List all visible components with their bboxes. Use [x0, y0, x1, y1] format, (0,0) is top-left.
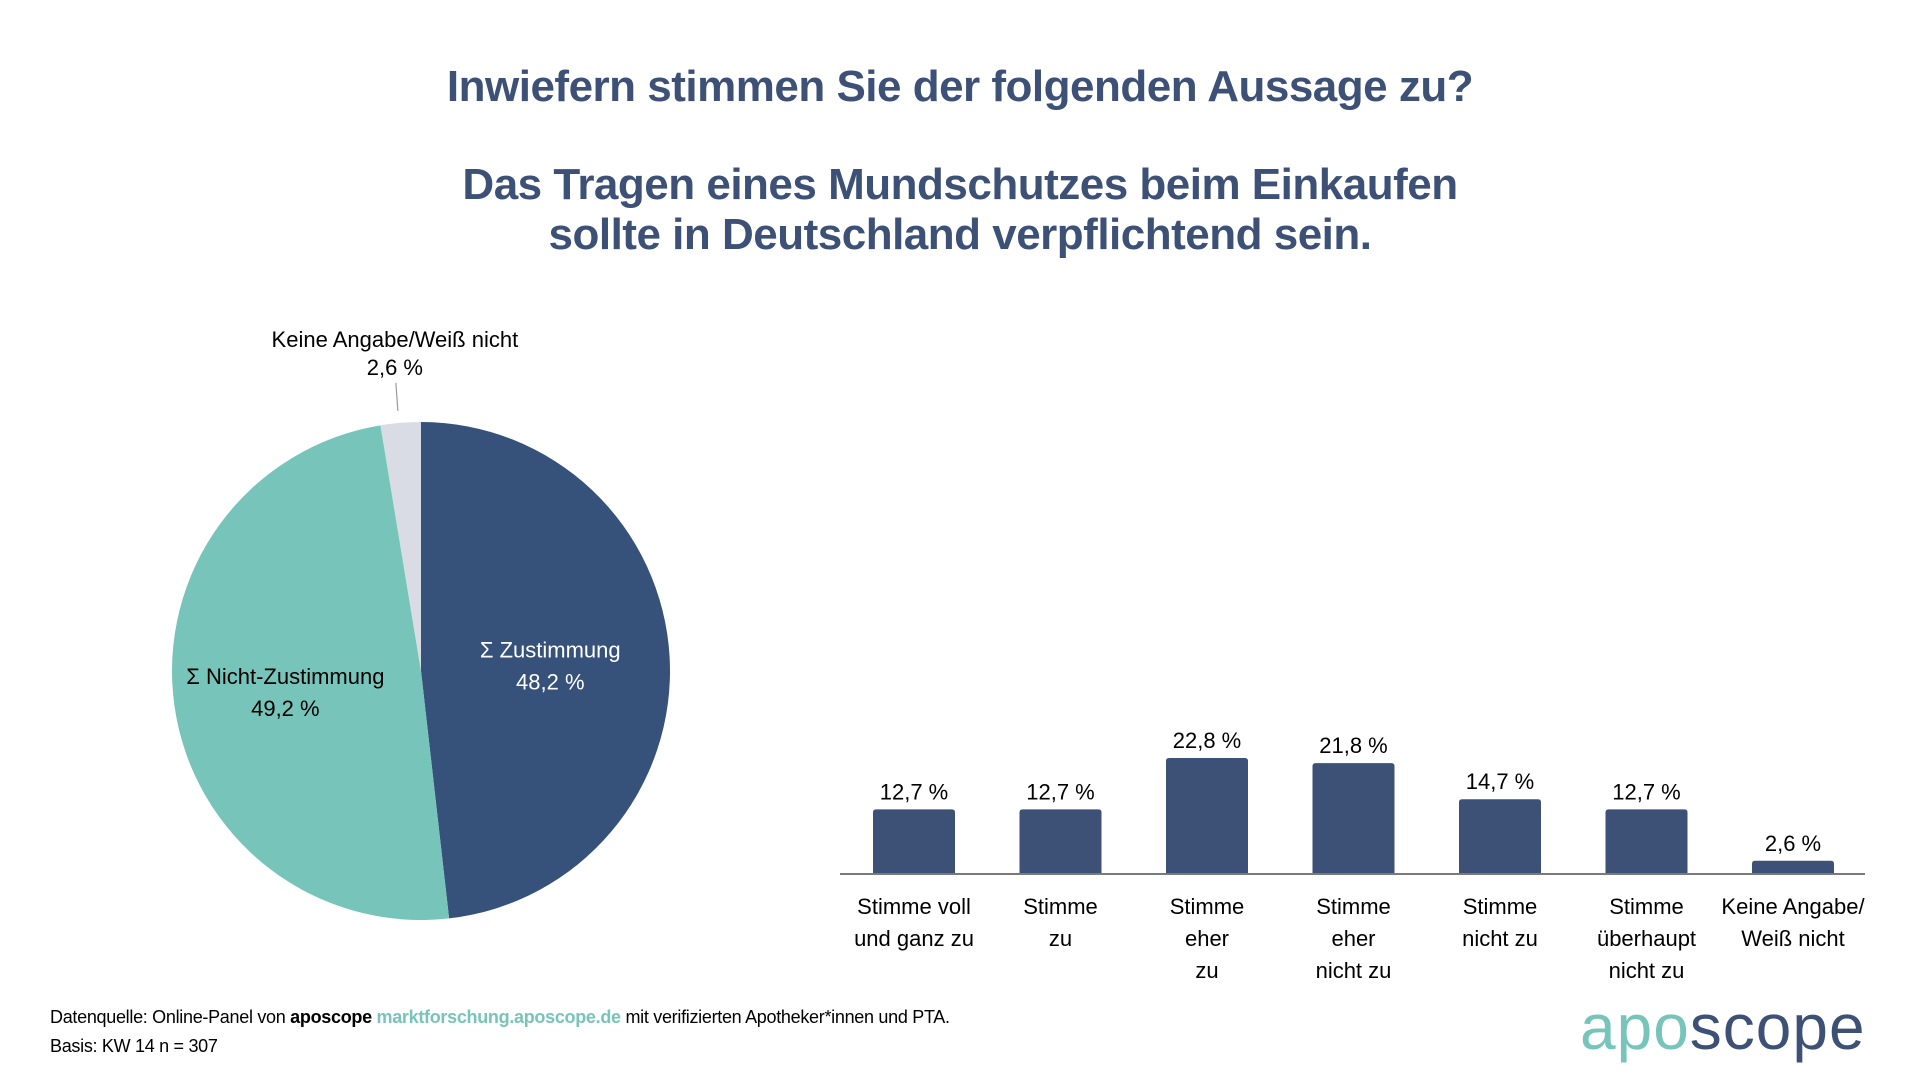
- bar-category-label: zu: [1049, 926, 1072, 951]
- footer-source-suffix: mit verifizierten Apotheker*innen und PT…: [620, 1007, 950, 1027]
- bar-category-label: Weiß nicht: [1741, 926, 1845, 951]
- pie-label-zustimmung: Σ Zustimmung: [480, 638, 621, 663]
- bar-category-label: eher: [1185, 926, 1229, 951]
- pie-label-nicht-zustimmung: Σ Nicht-Zustimmung: [186, 664, 384, 689]
- bar-category-label: Stimme: [1609, 894, 1684, 919]
- bar-category-label: nicht zu: [1462, 926, 1538, 951]
- bar-category-label: Stimme: [1463, 894, 1538, 919]
- pie-value-zustimmung: 48,2 %: [516, 670, 585, 695]
- bar-value-label: 2,6 %: [1765, 831, 1821, 856]
- bar-category-label: Stimme voll: [857, 894, 971, 919]
- bar-category-label: nicht zu: [1609, 958, 1685, 983]
- bar-category-label: Keine Angabe/: [1721, 894, 1865, 919]
- bar-chart: 12,7 % Stimme voll und ganz zu 12,7 % Stimme…: [840, 728, 1865, 983]
- bar-2: [1019, 809, 1102, 874]
- footer-source-brand: aposcope: [290, 1007, 372, 1027]
- bar-value-label: 12,7 %: [1612, 779, 1681, 804]
- pie-value-nicht-zustimmung: 49,2 %: [251, 696, 320, 721]
- bar-category-label: eher: [1331, 926, 1375, 951]
- pie-slice-nicht-zustimmung: [171, 425, 450, 921]
- bar-4: [1312, 763, 1395, 874]
- pie-slice-zustimmung: [421, 422, 671, 919]
- pie-label-keine-angabe-weiß-nicht: Keine Angabe/Weiß nicht: [272, 327, 519, 352]
- footer-basis: Basis: KW 14 n = 307: [50, 1036, 218, 1056]
- bar-6: [1605, 809, 1688, 874]
- bar-value-label: 14,7 %: [1466, 769, 1535, 794]
- logo-scope: scope: [1689, 991, 1866, 1063]
- chart-statement-title: Das Tragen eines Mundschutzes beim Einka…: [0, 160, 1920, 260]
- bar-category-label: zu: [1195, 958, 1218, 983]
- pie-slice-keine-angabe-weiß-nicht: [380, 422, 421, 671]
- bar-category-label: überhaupt: [1597, 926, 1696, 951]
- bar-category-label: Stimme: [1170, 894, 1245, 919]
- footer-source-link[interactable]: marktforschung.aposcope.de: [376, 1007, 622, 1027]
- bar-7: [1752, 860, 1834, 874]
- chart-question-title: Inwiefern stimmen Sie der folgenden Auss…: [446, 62, 1474, 111]
- bar-1: [873, 809, 955, 874]
- bar-category-label: nicht zu: [1316, 958, 1392, 983]
- bar-value-label: 12,7 %: [880, 779, 949, 804]
- bar-category-label: Stimme: [1316, 894, 1391, 919]
- bar-5: [1459, 799, 1541, 874]
- pie-leader-line: [395, 382, 399, 411]
- bar-3: [1166, 758, 1248, 874]
- pie-value-keine-angabe-weiß-nicht: 2,6 %: [367, 355, 423, 380]
- aposcope-logo: aposcope: [1580, 992, 1866, 1062]
- bar-value-label: 21,8 %: [1319, 733, 1388, 758]
- statement-line-1: Das Tragen eines Mundschutzes beim Einka…: [462, 160, 1458, 209]
- pie-chart: Σ Zustimmung 48,2 % Σ Nicht-Zustimmung 49,2…: [171, 327, 671, 921]
- footer-source: Datenquelle: Online-Panel von aposcope m…: [50, 1007, 950, 1028]
- logo-apo: apo: [1580, 991, 1690, 1063]
- bar-value-label: 22,8 %: [1173, 728, 1242, 753]
- bar-category-label: Stimme: [1023, 894, 1098, 919]
- footer-source-prefix: Datenquelle: Online-Panel von: [50, 1007, 291, 1027]
- bar-value-label: 12,7 %: [1026, 779, 1095, 804]
- bar-category-label: und ganz zu: [854, 926, 974, 951]
- statement-line-2: sollte in Deutschland verpflichtend sein…: [548, 210, 1373, 259]
